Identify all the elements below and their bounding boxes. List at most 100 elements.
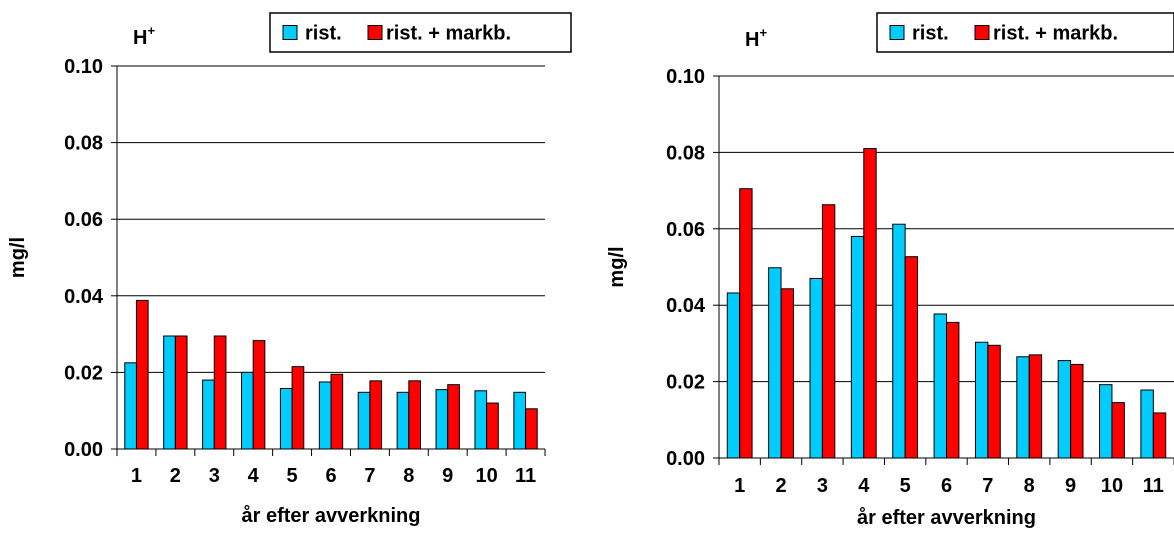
bar-rist-markb-11 bbox=[1152, 412, 1167, 459]
x-tick-label: 1 bbox=[734, 475, 745, 497]
chart-title-superscript: + bbox=[759, 25, 767, 40]
bar-rist-4 bbox=[241, 371, 254, 450]
bar-rist-3 bbox=[202, 379, 215, 450]
y-tick-label: 0.10 bbox=[64, 56, 103, 78]
bar-rist-markb-1 bbox=[739, 188, 753, 459]
x-tick-label: 11 bbox=[515, 465, 536, 487]
x-tick-label: 4 bbox=[248, 465, 260, 487]
bar-rist-3 bbox=[809, 277, 823, 459]
bar-rist-markb-8 bbox=[1028, 354, 1043, 459]
bar-rist-7 bbox=[357, 391, 371, 450]
bar-rist-markb-4 bbox=[252, 340, 266, 450]
bar-rist-1 bbox=[726, 292, 741, 459]
bar-rist-markb-8 bbox=[408, 380, 421, 450]
legend-label-rist-markb: rist. + markb. bbox=[993, 23, 1118, 45]
x-tick-label: 3 bbox=[817, 475, 828, 497]
y-axis-label: mg/l bbox=[606, 246, 628, 287]
bar-rist-2 bbox=[163, 335, 176, 450]
legend-swatch-rist bbox=[282, 25, 298, 40]
chart-right: 0.00 0.02 0.04 0.06 0.08 0.10 1 2 3 4 5 6 7 8 9 10 11 år … bbox=[606, 12, 1174, 529]
y-axis-label: mg/l bbox=[7, 237, 29, 278]
bar-rist-5 bbox=[279, 387, 293, 450]
y-tick-label: 0.06 bbox=[666, 219, 705, 241]
bar-rist-10 bbox=[1099, 384, 1113, 459]
bar-rist-markb-10 bbox=[1111, 402, 1125, 459]
chart-title-main: H bbox=[745, 29, 759, 51]
legend-swatch-rist bbox=[889, 25, 905, 40]
bar-rist-markb-1 bbox=[135, 299, 149, 450]
bar-rist-5 bbox=[892, 223, 906, 459]
y-tick-label: 0.00 bbox=[666, 448, 705, 470]
bar-rist-markb-3 bbox=[213, 335, 227, 450]
bar-rist-2 bbox=[768, 267, 782, 459]
bar-rist-markb-4 bbox=[863, 148, 877, 459]
bar-rist-11 bbox=[1140, 389, 1154, 459]
bar-rist-markb-10 bbox=[486, 402, 499, 450]
x-tick-label: 8 bbox=[1024, 475, 1035, 497]
chart-title-main: H bbox=[133, 27, 147, 49]
bar-rist-markb-9 bbox=[1070, 363, 1084, 459]
legend-label-rist: rist. bbox=[305, 23, 342, 45]
bar-rist-markb-2 bbox=[174, 335, 188, 450]
legend-swatch-rist-markb bbox=[974, 25, 990, 40]
bar-rist-markb-6 bbox=[946, 321, 960, 459]
bar-rist-markb-6 bbox=[330, 373, 344, 450]
y-tick-label: 0.02 bbox=[64, 362, 103, 384]
bar-rist-11 bbox=[513, 391, 527, 450]
chart-left: 0.00 0.02 0.04 0.06 0.08 0.10 1 2 3 4 5 6 7 8 9 10 11 år … bbox=[7, 12, 572, 527]
x-tick-label: 5 bbox=[287, 465, 298, 487]
bar-rist-10 bbox=[474, 390, 488, 450]
x-tick-label: 8 bbox=[403, 465, 414, 487]
x-tick-label: 10 bbox=[1101, 475, 1123, 497]
x-tick-label: 10 bbox=[476, 465, 498, 487]
x-tick-label: 2 bbox=[775, 475, 786, 497]
y-tick-label: 0.00 bbox=[64, 439, 103, 461]
bar-rist-8 bbox=[1016, 356, 1030, 459]
x-tick-label: 7 bbox=[364, 465, 375, 487]
bar-rist-markb-5 bbox=[904, 256, 919, 459]
x-tick-label: 2 bbox=[170, 465, 181, 487]
y-tick-label: 0.10 bbox=[666, 66, 705, 88]
legend-box bbox=[269, 12, 572, 53]
bar-rist-markb-7 bbox=[987, 344, 1001, 459]
x-tick-label: 5 bbox=[900, 475, 911, 497]
x-tick-label: 6 bbox=[325, 465, 336, 487]
chart-title-superscript: + bbox=[147, 23, 155, 38]
chart-title: H+ bbox=[745, 25, 767, 51]
bar-rist-markb-9 bbox=[447, 384, 460, 450]
chart-title: H+ bbox=[133, 23, 155, 49]
bar-rist-9 bbox=[1057, 360, 1072, 459]
bar-rist-1 bbox=[124, 362, 137, 450]
legend-label-rist-markb: rist. + markb. bbox=[386, 23, 511, 45]
legend-label-rist: rist. bbox=[912, 23, 949, 45]
y-tick-label: 0.06 bbox=[64, 209, 103, 231]
bar-rist-markb-11 bbox=[525, 408, 538, 450]
x-axis-label: år efter avverkning bbox=[242, 504, 421, 527]
x-tick-label: 4 bbox=[858, 475, 870, 497]
x-tick-label: 3 bbox=[209, 465, 220, 487]
bar-rist-4 bbox=[850, 235, 865, 459]
legend-box bbox=[876, 12, 1174, 53]
y-tick-label: 0.04 bbox=[64, 286, 104, 308]
legend-swatch-rist-markb bbox=[367, 25, 383, 40]
x-tick-label: 11 bbox=[1143, 475, 1164, 497]
y-tick-label: 0.08 bbox=[666, 142, 705, 164]
x-tick-label: 7 bbox=[982, 475, 993, 497]
bar-rist-markb-7 bbox=[369, 380, 383, 450]
x-tick-label: 1 bbox=[131, 465, 142, 487]
x-axis-label: år efter avverkning bbox=[857, 506, 1036, 529]
bar-rist-7 bbox=[974, 341, 989, 459]
y-tick-label: 0.04 bbox=[666, 295, 706, 317]
bar-rist-markb-3 bbox=[821, 204, 836, 459]
x-tick-label: 9 bbox=[1065, 475, 1076, 497]
bar-rist-markb-5 bbox=[291, 366, 305, 450]
x-tick-label: 6 bbox=[941, 475, 952, 497]
bar-rist-6 bbox=[318, 381, 332, 450]
y-tick-label: 0.08 bbox=[64, 133, 103, 155]
bar-rist-6 bbox=[933, 313, 948, 459]
x-tick-label: 9 bbox=[442, 465, 453, 487]
y-tick-label: 0.02 bbox=[666, 372, 705, 394]
bar-rist-9 bbox=[435, 389, 449, 450]
bar-rist-markb-2 bbox=[780, 288, 794, 459]
bar-rist-8 bbox=[396, 391, 410, 450]
